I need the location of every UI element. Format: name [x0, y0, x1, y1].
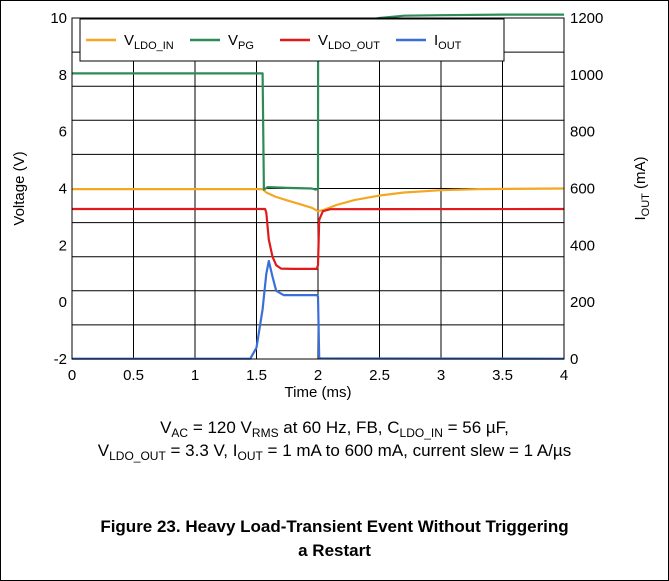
- x-tick-label: 0.5: [123, 367, 144, 384]
- y-tick-label: 4: [59, 181, 67, 198]
- series-line-ldo-out: [72, 207, 565, 270]
- tick-labels: 0 0.5 1 1.5 2 2.5 3 3.5 4-2024681002004006008001…: [50, 10, 603, 384]
- y2-tick-label: 200: [570, 294, 595, 311]
- x-tick-label: 3.5: [492, 367, 513, 384]
- legend-label: VLDO_OUT: [318, 32, 380, 52]
- figure-title-line-2: a Restart: [298, 541, 371, 560]
- y-tick-label: 10: [50, 10, 67, 27]
- y2-axis-label: IOUT (mA): [632, 156, 652, 220]
- x-tick-label: 1.5: [246, 367, 267, 384]
- series-lines: [72, 13, 565, 360]
- y2-tick-label: 800: [570, 124, 595, 141]
- y2-tick-label: 1000: [570, 67, 603, 84]
- x-axis-label: Time (ms): [285, 384, 352, 400]
- y-tick-label: 8: [59, 67, 67, 84]
- legend: VLDO_IN VPG VLDO_OUT IOUT: [79, 18, 505, 62]
- plot-border: [71, 17, 565, 360]
- caption-line-1: VAC = 120 VRMS at 60 Hz, FB, CLDO_IN = 5…: [160, 418, 509, 440]
- caption-line-2: VLDO_OUT = 3.3 V, IOUT = 1 mA to 600 mA,…: [97, 441, 572, 463]
- y2-tick-label: 600: [570, 181, 595, 198]
- y-tick-label: -2: [54, 351, 67, 368]
- legend-label: IOUT: [434, 32, 462, 52]
- y2-tick-label: 400: [570, 237, 595, 254]
- legend-label: VPG: [228, 32, 254, 52]
- series-line-out: [72, 259, 565, 360]
- x-tick-label: 0: [68, 367, 76, 384]
- x-tick-label: 2: [314, 367, 322, 384]
- series-line-ldo-in: [72, 187, 565, 213]
- y-axis-label: Voltage (V): [11, 151, 28, 225]
- y2-tick-label: 1200: [570, 10, 603, 27]
- figure-title-line-1: Figure 23. Heavy Load-Transient Event Wi…: [100, 517, 569, 536]
- legend-label: VLDO_IN: [124, 32, 174, 52]
- y2-tick-label: 0: [570, 351, 578, 368]
- y-tick-label: 2: [59, 237, 67, 254]
- x-tick-label: 2.5: [369, 367, 390, 384]
- x-tick-label: 3: [437, 367, 445, 384]
- x-tick-label: 4: [560, 367, 568, 384]
- y-tick-label: 0: [59, 294, 67, 311]
- y-tick-label: 6: [59, 124, 67, 141]
- x-tick-label: 1: [191, 367, 199, 384]
- line-chart: 0 0.5 1 1.5 2 2.5 3 3.5 4-2024681002004006008001…: [11, 10, 652, 400]
